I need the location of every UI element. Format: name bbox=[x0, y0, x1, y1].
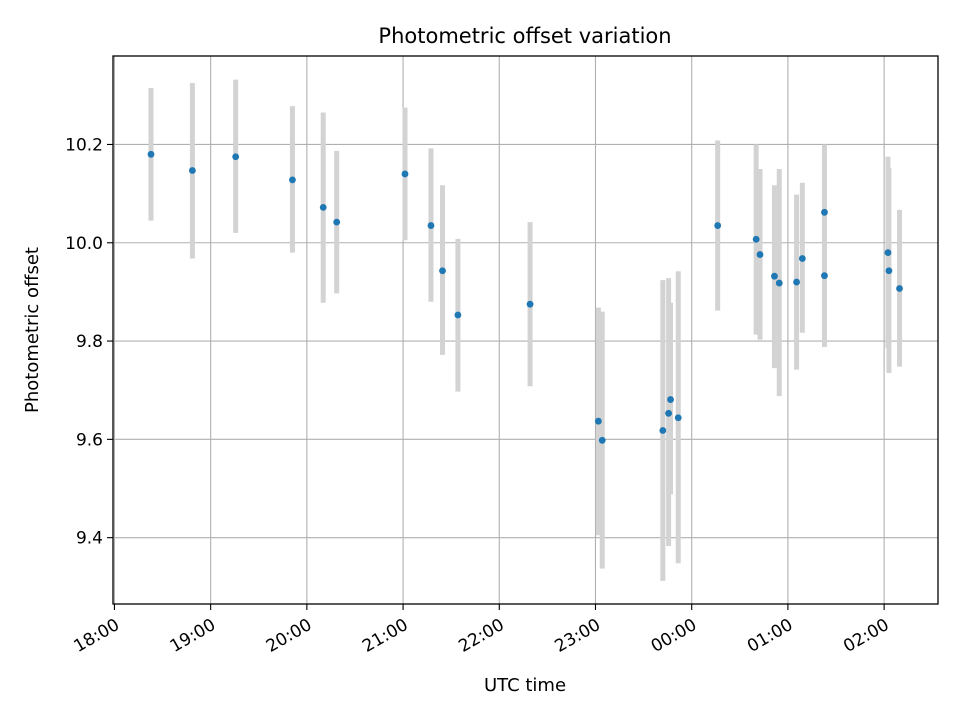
y-tick-label: 10.0 bbox=[65, 234, 103, 254]
y-tick-label: 10.2 bbox=[65, 135, 103, 155]
data-point bbox=[333, 218, 341, 226]
data-point bbox=[289, 176, 296, 184]
data-point bbox=[454, 311, 462, 319]
data-point bbox=[188, 167, 196, 174]
data-point bbox=[793, 278, 800, 286]
data-point bbox=[667, 396, 674, 403]
data-point bbox=[885, 267, 893, 275]
data-point bbox=[232, 153, 240, 161]
y-axis-label: Photometric offset bbox=[22, 247, 43, 413]
data-point bbox=[771, 272, 778, 280]
chart-title: Photometric offset variation bbox=[378, 24, 671, 48]
data-point bbox=[439, 267, 446, 275]
x-axis-label: UTC time bbox=[484, 675, 566, 696]
y-tick-label: 9.6 bbox=[76, 430, 103, 450]
data-point bbox=[147, 150, 155, 158]
y-tick-label: 9.8 bbox=[76, 332, 103, 352]
data-point bbox=[598, 436, 606, 444]
data-point bbox=[674, 414, 682, 422]
data-point bbox=[665, 409, 673, 417]
data-point bbox=[752, 235, 760, 243]
data-point bbox=[594, 417, 602, 425]
data-point bbox=[427, 222, 435, 229]
data-point bbox=[896, 285, 903, 292]
data-point bbox=[526, 300, 534, 308]
y-axis-ticks: 9.4 9.6 9.8 10.0 10.2 bbox=[65, 135, 113, 549]
data-point bbox=[884, 249, 892, 256]
data-point bbox=[756, 251, 764, 258]
data-point bbox=[821, 272, 828, 280]
plot-area-frame bbox=[112, 55, 939, 605]
data-point bbox=[401, 170, 409, 178]
data-point bbox=[319, 203, 327, 211]
data-point bbox=[798, 255, 806, 262]
data-points bbox=[147, 150, 903, 444]
data-point bbox=[714, 222, 722, 229]
data-point bbox=[659, 427, 667, 434]
data-point bbox=[775, 279, 783, 287]
y-tick-label: 9.4 bbox=[76, 529, 103, 549]
data-point bbox=[821, 208, 828, 216]
